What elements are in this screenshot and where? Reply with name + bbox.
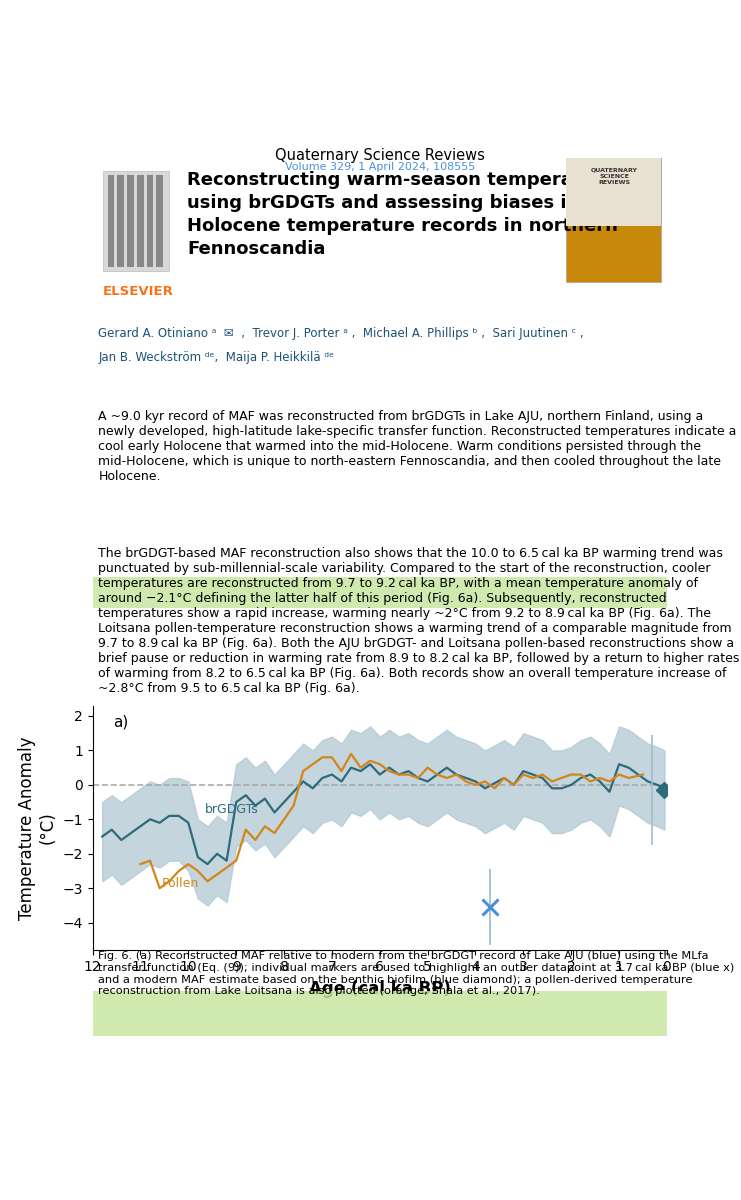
Text: brGDGTs: brGDGTs xyxy=(205,803,259,816)
FancyBboxPatch shape xyxy=(127,175,134,268)
Text: Pollen: Pollen xyxy=(162,876,199,889)
FancyBboxPatch shape xyxy=(566,158,661,226)
Text: QUATERNARY
SCIENCE
REVIEWS: QUATERNARY SCIENCE REVIEWS xyxy=(591,168,637,185)
FancyBboxPatch shape xyxy=(147,175,153,268)
FancyBboxPatch shape xyxy=(93,577,667,608)
Text: A ~9.0 kyr record of MAF was reconstructed from brGDGTs in Lake AJU, northern Fi: A ~9.0 kyr record of MAF was reconstruct… xyxy=(99,409,737,482)
X-axis label: Age (cal ka BP): Age (cal ka BP) xyxy=(309,979,451,997)
FancyBboxPatch shape xyxy=(566,158,661,282)
Text: Gerard A. Otiniano ᵃ  ✉  ,  Trevor J. Porter ᵃ ,  Michael A. Phillips ᵇ ,  Sari : Gerard A. Otiniano ᵃ ✉ , Trevor J. Porte… xyxy=(99,326,584,364)
Text: Fig. 6. (a) Reconstructed MAF relative to modern from the brGDGT record of Lake : Fig. 6. (a) Reconstructed MAF relative t… xyxy=(99,952,734,996)
FancyBboxPatch shape xyxy=(107,175,114,268)
FancyBboxPatch shape xyxy=(137,175,144,268)
Text: a): a) xyxy=(113,714,128,730)
Text: Volume 329, 1 April 2024, 108555: Volume 329, 1 April 2024, 108555 xyxy=(285,162,475,172)
FancyBboxPatch shape xyxy=(103,172,169,271)
Text: The brGDGT-based MAF reconstruction also shows that the 10.0 to 6.5 cal ka BP wa: The brGDGT-based MAF reconstruction also… xyxy=(99,547,740,695)
FancyBboxPatch shape xyxy=(93,991,667,1037)
FancyBboxPatch shape xyxy=(156,175,163,268)
Text: Quaternary Science Reviews: Quaternary Science Reviews xyxy=(275,148,485,163)
Text: ELSEVIER: ELSEVIER xyxy=(103,286,174,299)
FancyBboxPatch shape xyxy=(117,175,124,268)
Text: Reconstructing warm-season temperatures
using brGDGTs and assessing biases in
Ho: Reconstructing warm-season temperatures … xyxy=(187,172,626,258)
Y-axis label: Temperature Anomaly
(°C): Temperature Anomaly (°C) xyxy=(18,736,57,919)
